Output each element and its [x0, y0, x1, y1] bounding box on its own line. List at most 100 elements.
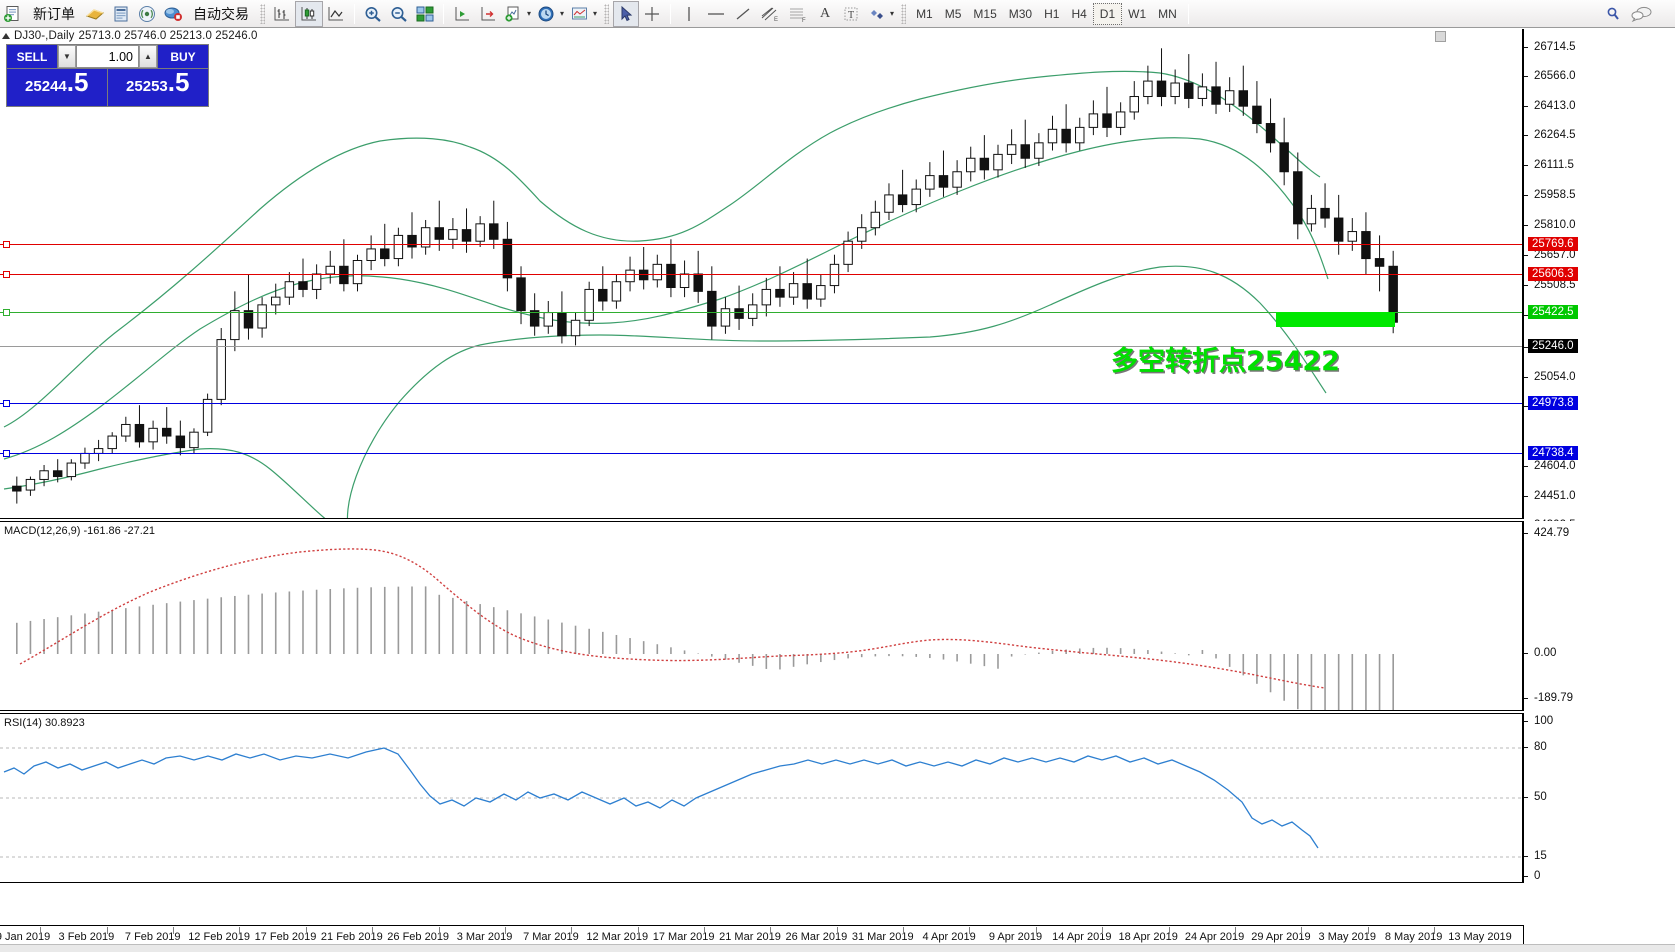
price-badge-support[interactable]: 25422.5	[1528, 305, 1578, 319]
tab-timeframe-w1[interactable]: W1	[1128, 6, 1147, 21]
candle-body	[598, 288, 608, 302]
candle-body	[243, 310, 254, 329]
autotrading-icon[interactable]	[160, 1, 186, 27]
rsi-axis[interactable]: 100 80 50 15 0	[1523, 713, 1675, 883]
toolbar-grip-2[interactable]	[604, 3, 610, 24]
macd-tick-label: 424.79	[1534, 527, 1570, 539]
tile-windows-icon[interactable]	[412, 1, 438, 27]
support-line-24738[interactable]	[0, 453, 1522, 454]
expert-advisor-icon[interactable]	[82, 1, 108, 27]
text-icon[interactable]: A	[819, 5, 831, 21]
candle-body	[570, 319, 581, 337]
volume-stepper[interactable]: ▼ 1.00 ▲	[57, 45, 158, 68]
bar-chart-icon[interactable]	[269, 1, 295, 27]
volume-input[interactable]: 1.00	[76, 45, 139, 68]
time-separator	[239, 927, 241, 934]
toolbar-grip-3[interactable]	[901, 3, 907, 24]
buy-label: BUY	[158, 45, 208, 68]
time-tick-label: 3 May 2019	[1318, 931, 1377, 943]
candlestick-chart-icon[interactable]	[295, 0, 323, 27]
rsi-tick-mark	[1524, 876, 1528, 877]
horizontal-line-icon[interactable]	[702, 1, 730, 27]
support-line-24973[interactable]	[0, 403, 1522, 404]
shapes-icon[interactable]: ▾	[864, 1, 897, 27]
collapse-triangle-icon[interactable]	[2, 33, 10, 39]
support-line-25422[interactable]	[0, 312, 1522, 313]
vertical-line-icon[interactable]	[676, 1, 702, 27]
data-window-icon[interactable]	[108, 1, 134, 27]
macd-signal-line	[19, 548, 1326, 689]
zoom-out-icon[interactable]	[386, 1, 412, 27]
search-icon[interactable]	[1601, 1, 1627, 27]
line-handle-25769[interactable]	[3, 241, 10, 248]
one-click-trading-panel[interactable]: SELL ▼ 1.00 ▲ BUY 25244 .5 25253 .5	[6, 44, 209, 107]
volume-down-icon[interactable]: ▼	[58, 45, 76, 68]
chart-annotation-text[interactable]: 多空转折点25422	[1111, 346, 1340, 377]
price-badge-last-price[interactable]: 25246.0	[1528, 339, 1578, 353]
tab-timeframe-m1[interactable]: M1	[916, 6, 933, 21]
toolbar-separator	[354, 3, 355, 24]
autotrading-button[interactable]: 自动交易	[186, 1, 256, 27]
line-handle-25422[interactable]	[3, 309, 10, 316]
tab-timeframe-mn[interactable]: MN	[1158, 6, 1177, 21]
resistance-line-25769[interactable]	[0, 244, 1522, 245]
equidistant-channel-icon[interactable]: E	[756, 1, 784, 27]
signals-icon[interactable]	[134, 1, 160, 27]
buy-button[interactable]: 25253 .5	[108, 69, 209, 107]
macd-tick-mark	[1524, 653, 1528, 654]
tab-timeframe-m15[interactable]: M15	[973, 6, 997, 21]
tab-timeframe-h4[interactable]: H4	[1071, 6, 1087, 21]
highlight-rectangle[interactable]	[1276, 312, 1395, 327]
autotrading-label: 自动交易	[193, 5, 249, 22]
chart-shift-icon[interactable]	[475, 1, 501, 27]
text-label-icon[interactable]: T	[838, 1, 864, 27]
line-chart-icon[interactable]	[323, 1, 349, 27]
candle-body	[1293, 171, 1303, 225]
sell-button[interactable]: 25244 .5	[7, 69, 108, 107]
zoom-in-icon[interactable]	[360, 1, 386, 27]
period-icon[interactable]: ▾	[534, 1, 567, 27]
price-tick-mark	[1524, 135, 1528, 136]
price-badge-resistance[interactable]: 25606.3	[1528, 267, 1578, 281]
new-order-icon[interactable]	[0, 1, 26, 27]
tab-timeframe-d1[interactable]: D1	[1092, 2, 1123, 25]
candle-series	[12, 48, 1398, 504]
candle-body	[271, 296, 281, 306]
macd-pane[interactable]: MACD(12,26,9) -161.86 -27.21	[0, 521, 1523, 711]
price-badge-resistance[interactable]: 25769.6	[1528, 237, 1578, 251]
line-handle-25606[interactable]	[3, 271, 10, 278]
tab-timeframe-m30[interactable]: M30	[1008, 6, 1033, 21]
toolbar-separator-4	[1187, 3, 1189, 24]
candle-body	[884, 194, 894, 213]
price-badge-support[interactable]: 24973.8	[1528, 396, 1578, 410]
new-order-button[interactable]: 新订单	[26, 1, 82, 27]
sell-label: SELL	[7, 45, 57, 68]
macd-axis[interactable]: 424.79 0.00 -189.79	[1523, 521, 1675, 711]
trendline-icon[interactable]	[730, 1, 756, 27]
templates-icon[interactable]: ▾	[567, 1, 600, 27]
line-handle-24738[interactable]	[3, 450, 10, 457]
chart-scroll-nub[interactable]	[1435, 31, 1446, 42]
fibonacci-icon[interactable]: F	[784, 1, 812, 27]
macd-label: MACD(12,26,9) -161.86 -27.21	[4, 525, 156, 537]
rsi-series	[3, 747, 1319, 849]
crosshair-icon[interactable]	[639, 1, 665, 27]
cursor-icon[interactable]	[613, 0, 640, 27]
resistance-line-25606[interactable]	[0, 274, 1522, 275]
price-chart-pane[interactable]: 多空转折点25422	[0, 29, 1523, 519]
scroll-end-icon[interactable]	[449, 1, 475, 27]
tab-timeframe-m5[interactable]: M5	[944, 6, 962, 21]
rsi-pane[interactable]: RSI(14) 30.8923	[0, 713, 1523, 883]
indicators-icon[interactable]: ▾	[501, 1, 534, 27]
price-axis[interactable]: 26714.5 26566.0 26413.0 26264.5 26111.5 25958…	[1523, 29, 1675, 531]
chat-icon[interactable]	[1627, 1, 1657, 27]
candle-body	[966, 157, 976, 173]
line-handle-24973[interactable]	[3, 400, 10, 407]
toolbar-grip[interactable]	[260, 3, 265, 24]
volume-up-icon[interactable]: ▲	[139, 45, 157, 68]
tab-timeframe-h1[interactable]: H1	[1044, 6, 1060, 21]
candle-body	[202, 398, 213, 433]
price-tick-mark	[1524, 406, 1528, 407]
price-badge-support[interactable]: 24738.4	[1528, 446, 1578, 460]
time-tick-label: 29 Apr 2019	[1251, 931, 1311, 943]
